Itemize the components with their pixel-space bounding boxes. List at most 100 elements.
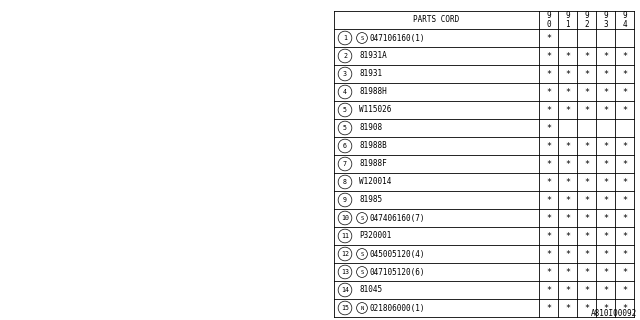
Text: *: * xyxy=(565,196,570,204)
Text: 9
3: 9 3 xyxy=(603,11,608,29)
Text: *: * xyxy=(546,34,551,43)
Text: *: * xyxy=(565,213,570,222)
Text: 6: 6 xyxy=(343,143,347,149)
Text: *: * xyxy=(603,106,608,115)
Text: 047406160(7): 047406160(7) xyxy=(369,213,425,222)
Text: *: * xyxy=(603,178,608,187)
Text: *: * xyxy=(584,141,589,150)
Text: *: * xyxy=(603,268,608,276)
Text: *: * xyxy=(546,196,551,204)
Text: *: * xyxy=(622,303,627,313)
Text: *: * xyxy=(584,87,589,97)
Text: 14: 14 xyxy=(341,287,349,293)
Text: W120014: W120014 xyxy=(359,178,392,187)
Text: *: * xyxy=(584,303,589,313)
Text: 9
2: 9 2 xyxy=(584,11,589,29)
Text: *: * xyxy=(622,141,627,150)
Text: S: S xyxy=(360,269,364,275)
Text: *: * xyxy=(603,213,608,222)
Text: N: N xyxy=(360,306,364,310)
Text: *: * xyxy=(546,69,551,78)
Text: PARTS CORD: PARTS CORD xyxy=(413,15,460,25)
Text: *: * xyxy=(565,141,570,150)
Text: *: * xyxy=(584,196,589,204)
Text: 15: 15 xyxy=(341,305,349,311)
Text: 9
4: 9 4 xyxy=(622,11,627,29)
Text: S: S xyxy=(360,215,364,220)
Text: *: * xyxy=(584,231,589,241)
Text: 81988B: 81988B xyxy=(359,141,387,150)
Text: *: * xyxy=(565,87,570,97)
Text: *: * xyxy=(622,250,627,259)
Text: S: S xyxy=(360,36,364,41)
Text: S: S xyxy=(360,252,364,257)
Text: 047105120(6): 047105120(6) xyxy=(369,268,425,276)
Text: 2: 2 xyxy=(343,53,347,59)
Text: 045005120(4): 045005120(4) xyxy=(369,250,425,259)
Text: *: * xyxy=(584,159,589,169)
Text: *: * xyxy=(622,268,627,276)
Text: 13: 13 xyxy=(341,269,349,275)
Text: 047106160(1): 047106160(1) xyxy=(369,34,425,43)
Text: *: * xyxy=(546,231,551,241)
Text: 81931: 81931 xyxy=(359,69,382,78)
Text: *: * xyxy=(603,285,608,294)
Text: 81931A: 81931A xyxy=(359,52,387,60)
Text: W115026: W115026 xyxy=(359,106,392,115)
Text: 3: 3 xyxy=(343,71,347,77)
Text: 8: 8 xyxy=(343,179,347,185)
Text: *: * xyxy=(603,52,608,60)
Text: *: * xyxy=(546,159,551,169)
Text: 11: 11 xyxy=(341,233,349,239)
Text: 5: 5 xyxy=(343,125,347,131)
Text: *: * xyxy=(622,285,627,294)
Text: *: * xyxy=(584,178,589,187)
Text: *: * xyxy=(603,250,608,259)
Text: *: * xyxy=(546,268,551,276)
Text: *: * xyxy=(622,178,627,187)
Text: 81988H: 81988H xyxy=(359,87,387,97)
Text: *: * xyxy=(603,141,608,150)
Text: 1: 1 xyxy=(343,35,347,41)
Text: P320001: P320001 xyxy=(359,231,392,241)
Text: *: * xyxy=(603,159,608,169)
Text: 81985: 81985 xyxy=(359,196,382,204)
Text: A810I00092: A810I00092 xyxy=(591,309,637,318)
Text: 7: 7 xyxy=(343,161,347,167)
Text: 81988F: 81988F xyxy=(359,159,387,169)
Text: *: * xyxy=(565,52,570,60)
Text: *: * xyxy=(565,178,570,187)
Text: *: * xyxy=(565,159,570,169)
Text: 9: 9 xyxy=(343,197,347,203)
Text: *: * xyxy=(603,69,608,78)
Text: *: * xyxy=(622,196,627,204)
Text: *: * xyxy=(565,69,570,78)
Text: *: * xyxy=(584,285,589,294)
Text: *: * xyxy=(546,52,551,60)
Text: *: * xyxy=(584,106,589,115)
Text: *: * xyxy=(603,87,608,97)
Text: *: * xyxy=(565,106,570,115)
Text: *: * xyxy=(546,87,551,97)
Text: 10: 10 xyxy=(341,215,349,221)
Text: *: * xyxy=(565,303,570,313)
Text: 81045: 81045 xyxy=(359,285,382,294)
Text: 81908: 81908 xyxy=(359,124,382,132)
Text: *: * xyxy=(546,303,551,313)
Text: *: * xyxy=(622,106,627,115)
Text: *: * xyxy=(584,268,589,276)
Text: *: * xyxy=(565,250,570,259)
Text: 9
0: 9 0 xyxy=(546,11,551,29)
Text: 12: 12 xyxy=(341,251,349,257)
Text: *: * xyxy=(622,231,627,241)
Text: *: * xyxy=(622,159,627,169)
Text: *: * xyxy=(546,124,551,132)
Text: *: * xyxy=(584,69,589,78)
Text: *: * xyxy=(546,178,551,187)
Text: 4: 4 xyxy=(343,89,347,95)
Text: *: * xyxy=(584,52,589,60)
Text: *: * xyxy=(584,213,589,222)
Text: 5: 5 xyxy=(343,107,347,113)
Text: *: * xyxy=(565,268,570,276)
Text: *: * xyxy=(603,303,608,313)
